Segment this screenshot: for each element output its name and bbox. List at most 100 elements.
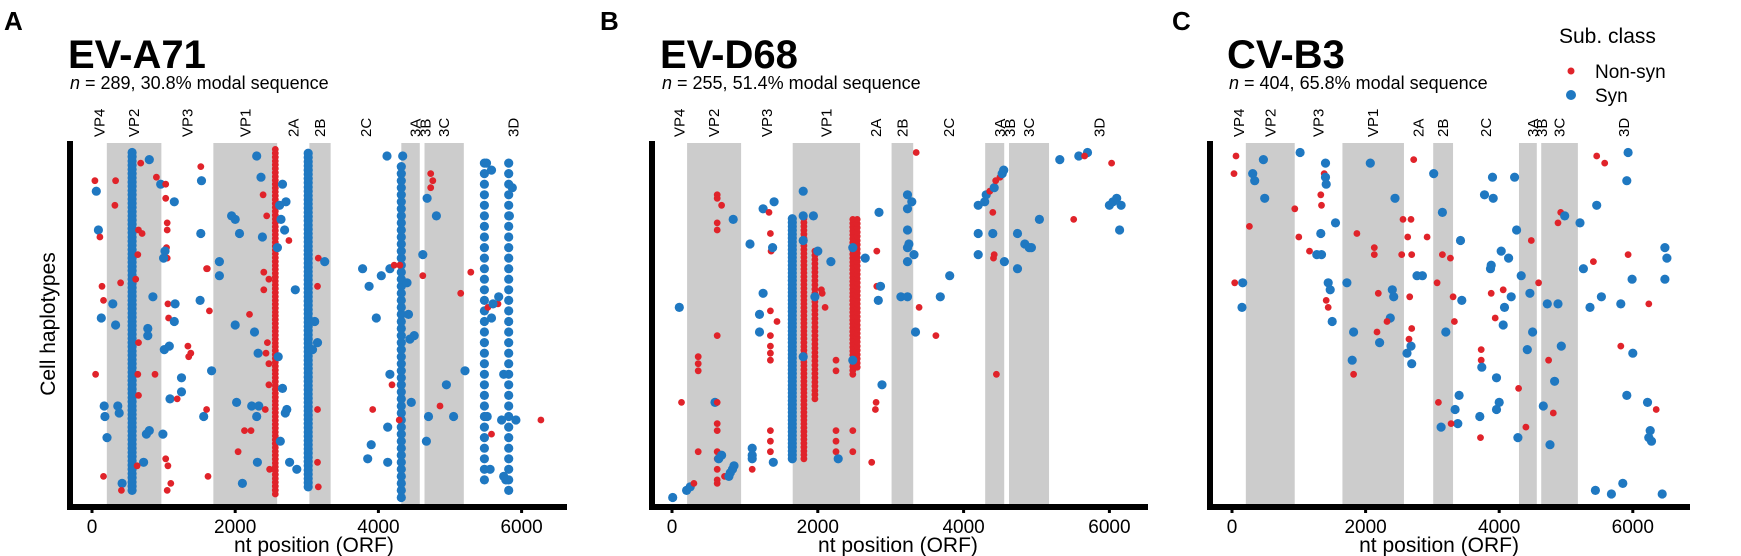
point-nonsyn [1370,251,1378,258]
point-syn [1055,155,1065,165]
gene-label-vp1: VP1 [1365,109,1382,137]
point-syn [907,197,917,207]
point-syn [418,250,428,260]
point-nonsyn [1451,318,1458,325]
point-syn [143,323,153,334]
point-syn [479,443,489,453]
point-nonsyn [849,427,857,434]
point-nonsyn [162,180,170,188]
gene-region-vp1 [213,143,278,505]
gene-region-3a [401,143,420,505]
point-syn [1258,155,1268,165]
point-syn [1347,355,1357,365]
point-nonsyn [314,458,321,466]
point-syn [1506,292,1516,302]
x-tick-label: 2000 [1344,517,1386,538]
point-syn [486,165,497,175]
point-nonsyn [262,349,270,357]
point-syn [479,401,489,411]
point-syn [1627,274,1637,284]
point-syn [504,401,514,411]
scatter-points [91,146,545,503]
panel-title: CV-B3 [1227,33,1345,77]
point-syn [114,408,124,418]
point-syn [396,253,406,263]
point-nonsyn [436,402,444,410]
point-syn [754,327,765,337]
x-axis-title: nt position (ORF) [818,534,978,556]
point-nonsyn [151,370,159,378]
legend-label-nonsyn: Non-syn [1595,62,1666,83]
point-nonsyn [767,437,774,445]
point-syn [252,457,262,467]
point-nonsyn [396,261,404,269]
point-syn [406,397,416,407]
point-nonsyn [1408,325,1416,332]
point-nonsyn [271,146,279,153]
point-syn [396,232,406,242]
point-syn [1623,147,1633,158]
x-tick-label: 0 [87,517,98,538]
point-syn [902,243,913,253]
gene-label-vp3: VP3 [179,109,196,137]
point-syn [199,411,209,422]
point-syn [1327,316,1337,327]
point-syn [1606,489,1616,499]
point-syn [479,232,489,242]
point-syn [117,478,127,488]
point-nonsyn [164,462,172,470]
point-syn [1417,271,1427,281]
axes: 0 2000 4000 6000 [1207,141,1690,538]
point-nonsyn [185,353,193,361]
gene-label-2b: 2B [894,119,911,137]
gene-region-2b [1433,143,1454,505]
point-nonsyn [265,275,273,283]
point-syn [860,253,870,263]
panel-c: C CV-B3 n = 404, 65.8% modal sequence VP… [1172,6,1690,556]
point-syn [973,250,983,260]
point-syn [108,299,118,309]
point-syn [826,257,836,267]
point-syn [396,331,406,341]
point-syn [486,313,497,323]
point-nonsyn [868,458,876,466]
point-nonsyn [713,219,721,227]
point-nonsyn [419,272,427,280]
subtitle-text: = 404, 65.8% modal sequence [1239,73,1488,93]
point-nonsyn [1318,201,1325,209]
point-nonsyn [163,487,171,494]
gene-label-vp1: VP1 [818,109,835,137]
point-nonsyn [369,406,377,413]
gene-label-vp3: VP3 [1311,109,1328,137]
point-nonsyn [167,480,175,487]
point-syn [504,443,514,453]
point-syn [1575,218,1585,228]
point-syn [1390,193,1400,203]
point-syn [396,478,406,488]
x-tick-label: 6000 [1088,517,1130,538]
point-syn [1491,373,1502,383]
point-syn [1453,419,1463,429]
point-nonsyn [690,480,698,487]
point-syn [247,401,257,411]
point-syn [396,373,406,383]
point-syn [396,457,406,467]
x-tick-label: 0 [1227,517,1238,538]
gene-label-vp3: VP3 [759,109,776,137]
legend-label-syn: Syn [1595,86,1628,107]
point-syn [1349,327,1359,337]
point-syn [127,147,137,158]
legend-title: Sub. class [1559,25,1656,48]
point-nonsyn [153,173,160,181]
point-syn [768,457,778,467]
point-nonsyn [993,370,1000,378]
point-syn [488,299,498,309]
point-syn [285,457,295,467]
point-syn [396,345,406,355]
point-nonsyn [767,307,774,315]
point-syn [798,352,808,362]
point-syn [1513,433,1523,443]
point-syn [479,369,489,379]
point-syn [1026,243,1036,253]
point-syn [441,380,451,390]
